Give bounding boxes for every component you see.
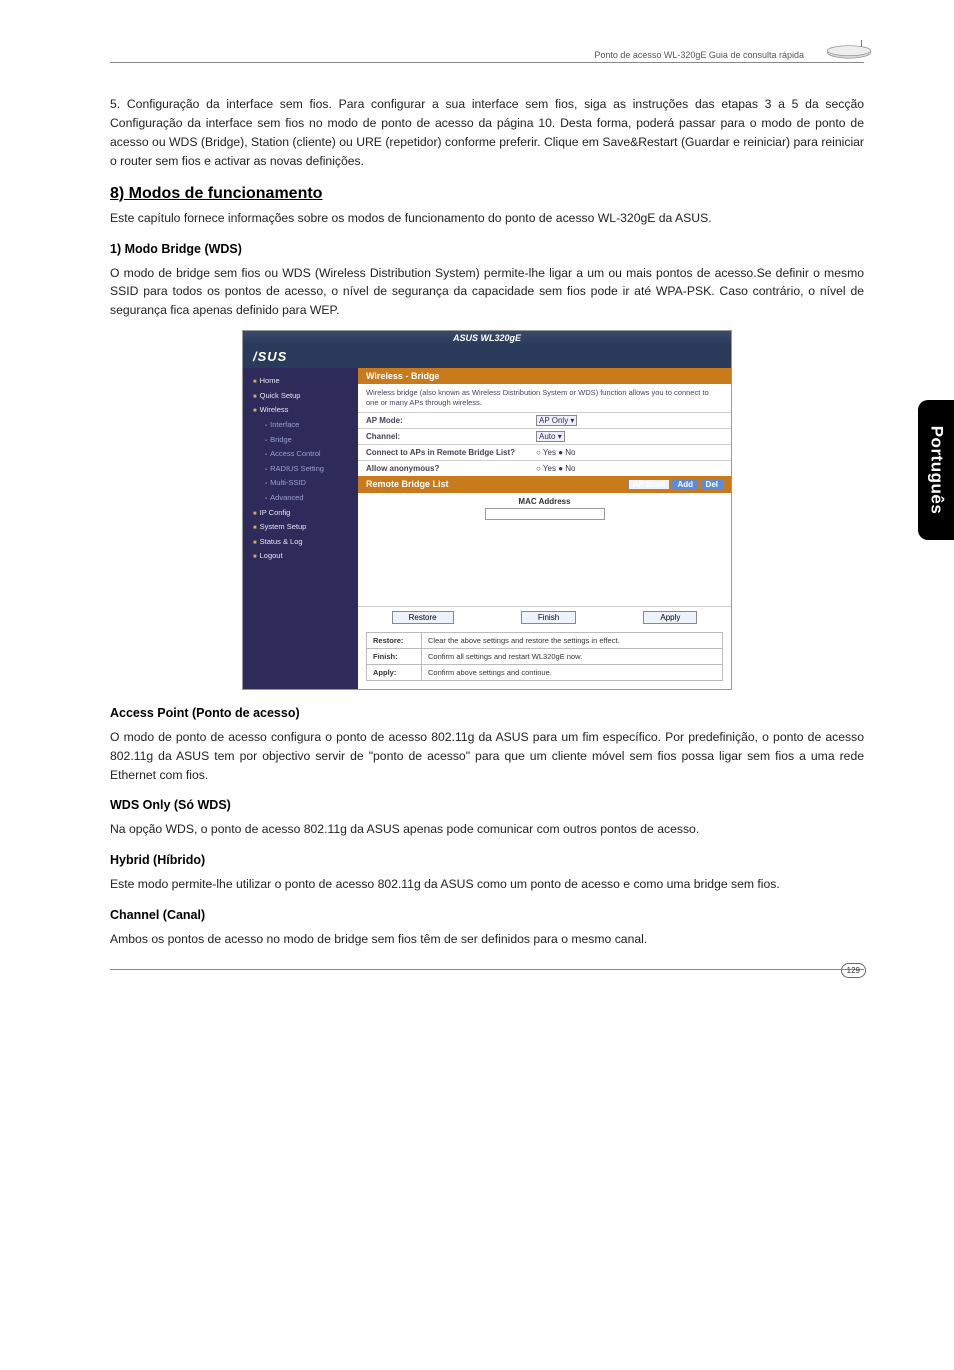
wds-title: WDS Only (Só WDS): [110, 798, 864, 812]
select-ap-mode[interactable]: AP Only ▾: [536, 415, 577, 426]
nav-bridge[interactable]: Bridge: [249, 433, 352, 448]
router-icon: [824, 38, 874, 60]
label-allow-anon: Allow anonymous?: [358, 461, 528, 476]
nav-wireless[interactable]: Wireless: [249, 403, 352, 418]
nav-quick-setup[interactable]: Quick Setup: [249, 389, 352, 404]
header-text: Ponto de acesso WL-320gE Guia de consult…: [110, 50, 864, 60]
btn-restore[interactable]: Restore: [392, 611, 454, 624]
btn-ap-scan[interactable]: AP Scan: [628, 479, 670, 490]
mode-bridge-title: 1) Modo Bridge (WDS): [110, 242, 864, 256]
ui-logo: /SUS: [243, 345, 731, 368]
mode-bridge-para: O modo de bridge sem fios ou WDS (Wirele…: [110, 264, 864, 321]
hybrid-para: Este modo permite-lhe utilizar o ponto d…: [110, 875, 864, 894]
ui-titlebar: ASUS WL320gE: [243, 331, 731, 345]
row-restore-desc: Restore:Clear the above settings and res…: [367, 632, 723, 648]
nav-advanced[interactable]: Advanced: [249, 491, 352, 506]
nav-access-control[interactable]: Access Control: [249, 447, 352, 462]
hybrid-title: Hybrid (Híbrido): [110, 853, 864, 867]
nav-interface[interactable]: Interface: [249, 418, 352, 433]
row-finish-desc: Finish:Confirm all settings and restart …: [367, 648, 723, 664]
channel-title: Channel (Canal): [110, 908, 864, 922]
mac-input[interactable]: [485, 508, 605, 520]
row-allow-anon: Allow anonymous? ○ Yes ● No: [358, 460, 731, 476]
language-tab-label: Português: [926, 426, 946, 515]
action-desc-table: Restore:Clear the above settings and res…: [366, 632, 723, 681]
ap-title: Access Point (Ponto de acesso): [110, 706, 864, 720]
row-connect-remote: Connect to APs in Remote Bridge List? ○ …: [358, 444, 731, 460]
ui-band-remote-bridge: Remote Bridge List AP Scan Add Del: [358, 476, 731, 493]
btn-finish[interactable]: Finish: [521, 611, 576, 624]
label-ap-mode: AP Mode:: [358, 413, 528, 428]
channel-para: Ambos os pontos de acesso no modo de bri…: [110, 930, 864, 949]
intro-paragraph: 5. Configuração da interface sem fios. P…: [110, 95, 864, 171]
footer-rule: [110, 969, 864, 970]
wds-para: Na opção WDS, o ponto de acesso 802.11g …: [110, 820, 864, 839]
row-ap-mode: AP Mode: AP Only ▾: [358, 412, 731, 428]
label-connect-remote: Connect to APs in Remote Bridge List?: [358, 445, 528, 460]
ap-para: O modo de ponto de acesso configura o po…: [110, 728, 864, 785]
ui-sidebar: Home Quick Setup Wireless Interface Brid…: [243, 368, 358, 689]
nav-status-log[interactable]: Status & Log: [249, 535, 352, 550]
row-channel: Channel: Auto ▾: [358, 428, 731, 444]
radio-connect-remote[interactable]: ○ Yes ● No: [528, 445, 731, 460]
header-rule: Ponto de acesso WL-320gE Guia de consult…: [110, 50, 864, 63]
row-apply-desc: Apply:Confirm above settings and continu…: [367, 664, 723, 680]
nav-radius[interactable]: RADIUS Setting: [249, 462, 352, 477]
mac-label: MAC Address: [366, 497, 723, 506]
label-channel: Channel:: [358, 429, 528, 444]
nav-logout[interactable]: Logout: [249, 549, 352, 564]
ui-desc: Wireless bridge (also known as Wireless …: [358, 384, 731, 412]
btn-del[interactable]: Del: [701, 479, 723, 490]
bottom-buttons: Restore Finish Apply: [358, 606, 731, 628]
nav-home[interactable]: Home: [249, 374, 352, 389]
language-tab: Português: [918, 400, 954, 540]
router-admin-screenshot: ASUS WL320gE /SUS Home Quick Setup Wirel…: [242, 330, 732, 690]
ui-content: Wireless - Bridge Wireless bridge (also …: [358, 368, 731, 689]
band-remote-bridge-label: Remote Bridge List: [366, 479, 449, 489]
section-8-title: 8) Modos de funcionamento: [110, 185, 864, 203]
ui-band-wireless-bridge: Wireless - Bridge: [358, 368, 731, 384]
select-channel[interactable]: Auto ▾: [536, 431, 565, 442]
page-number: 129: [841, 963, 866, 978]
btn-apply[interactable]: Apply: [643, 611, 697, 624]
btn-add[interactable]: Add: [672, 479, 698, 490]
section-8-lead: Este capítulo fornece informações sobre …: [110, 209, 864, 228]
nav-system-setup[interactable]: System Setup: [249, 520, 352, 535]
nav-ip-config[interactable]: IP Config: [249, 506, 352, 521]
radio-allow-anon[interactable]: ○ Yes ● No: [528, 461, 731, 476]
nav-multi-ssid[interactable]: Multi-SSID: [249, 476, 352, 491]
mac-area: MAC Address: [358, 493, 731, 606]
